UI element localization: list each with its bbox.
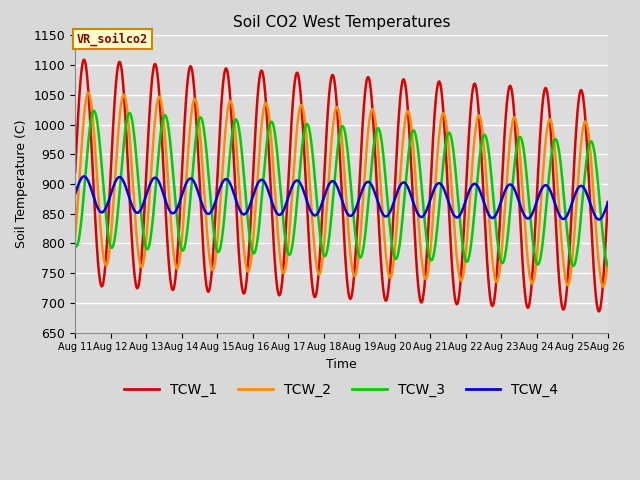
TCW_3 [90,108,98,114]
TCW_1 [80,57,88,62]
Line: TCW_2: TCW_2 [75,93,608,287]
TCW_3 [299,139,307,145]
TCW_3 [164,120,172,126]
Y-axis label: Soil Temperature (C): Soil Temperature (C) [15,120,28,248]
TCW_2 [71,234,79,240]
TCW_4 [536,190,544,195]
X-axis label: Time: Time [326,358,357,371]
Legend: TCW_1, TCW_2, TCW_3, TCW_4: TCW_1, TCW_2, TCW_3, TCW_4 [119,378,564,403]
TCW_1 [536,133,544,139]
TCW_2 [599,284,607,289]
TCW_4 [71,191,79,197]
Text: VR_soilco2: VR_soilco2 [77,32,148,46]
TCW_1 [71,169,79,175]
Line: TCW_1: TCW_1 [75,60,608,312]
TCW_4 [132,210,140,216]
TCW_3 [594,175,602,180]
Line: TCW_3: TCW_3 [75,111,608,266]
Line: TCW_4: TCW_4 [75,177,608,219]
TCW_3 [276,176,284,181]
TCW_3 [71,242,79,248]
TCW_1 [276,292,284,298]
TCW_2 [536,212,544,217]
TCW_3 [604,263,612,269]
TCW_2 [594,245,602,251]
TCW_2 [84,90,92,96]
TCW_2 [132,227,140,232]
TCW_3 [132,152,140,157]
TCW_4 [604,200,612,206]
TCW_4 [276,212,284,218]
TCW_2 [604,258,612,264]
TCW_1 [299,120,307,126]
TCW_4 [299,185,307,191]
TCW_1 [604,199,612,204]
TCW_4 [594,216,602,222]
TCW_1 [594,305,602,311]
TCW_2 [299,105,307,110]
TCW_1 [132,283,140,288]
TCW_3 [536,257,544,263]
TCW_2 [276,250,284,255]
TCW_4 [80,174,88,180]
TCW_4 [595,216,603,222]
TCW_2 [164,172,172,178]
TCW_1 [595,309,603,314]
Title: Soil CO2 West Temperatures: Soil CO2 West Temperatures [233,15,450,30]
TCW_1 [164,244,172,250]
TCW_4 [164,204,172,209]
